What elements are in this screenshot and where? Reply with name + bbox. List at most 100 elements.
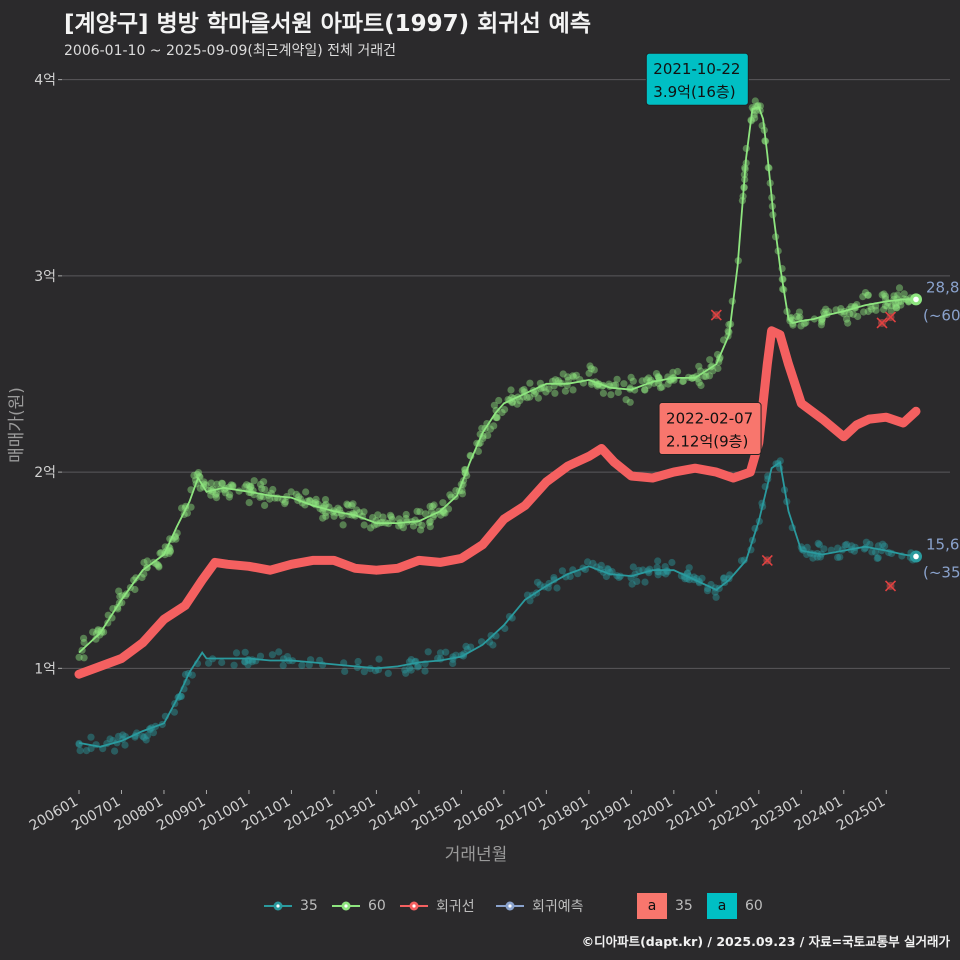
- series-35-line: [78, 460, 917, 748]
- y-axis-label: 매매가(원): [7, 387, 27, 463]
- scatter-point: [409, 522, 418, 530]
- scatter-point: [679, 377, 687, 386]
- scatter-point: [121, 741, 129, 749]
- scatter-point: [339, 521, 347, 529]
- scatter-point: [190, 471, 198, 479]
- scatter-point: [218, 480, 226, 488]
- scatter-point: [645, 374, 653, 382]
- scatter-point: [212, 491, 220, 499]
- scatter-point: [183, 509, 191, 517]
- scatter-point: [551, 376, 560, 384]
- scatter-point: [155, 562, 163, 570]
- scatter-point: [800, 320, 808, 328]
- scatter-point: [268, 651, 276, 659]
- annotation-box: [645, 52, 749, 106]
- scatter-point: [705, 372, 714, 380]
- y-tick-label: 3억: [34, 269, 56, 285]
- scatter-point: [614, 388, 622, 396]
- scatter-point: [490, 422, 498, 430]
- end-unit-label: (~35㎡): [923, 563, 960, 581]
- scatter-point: [654, 571, 662, 579]
- scatter-point: [243, 481, 251, 489]
- scatter-point: [138, 573, 146, 582]
- scatter-point: [654, 557, 662, 565]
- scatter-point: [437, 511, 445, 519]
- scatter-point: [421, 510, 430, 518]
- scatter-point: [417, 526, 425, 534]
- legend-key-regression-icon: [400, 901, 428, 911]
- scatter-point: [848, 542, 856, 550]
- scatter-point: [261, 501, 269, 509]
- scatter-point: [399, 524, 407, 532]
- scatter-point: [139, 732, 147, 740]
- scatter-point: [241, 658, 249, 666]
- scatter-point: [520, 385, 528, 394]
- scatter-point: [279, 661, 287, 670]
- scatter-point: [559, 370, 567, 378]
- scatter-point: [165, 549, 173, 558]
- scatter-point: [462, 642, 470, 651]
- scatter-point: [155, 563, 163, 571]
- scatter-point: [714, 364, 722, 373]
- scatter-point: [803, 543, 811, 552]
- scatter-point: [311, 499, 319, 507]
- scatter-point: [526, 393, 534, 401]
- scatter-point: [881, 542, 889, 550]
- scatter-point: [172, 535, 180, 543]
- scatter-point: [633, 577, 641, 586]
- scatter-point: [130, 576, 138, 584]
- scatter-point: [440, 509, 448, 517]
- scatter-point: [564, 373, 572, 381]
- scatter-point: [386, 511, 394, 519]
- scatter-point: [442, 648, 450, 656]
- scatter-point: [260, 478, 268, 486]
- scatter-point: [256, 480, 265, 488]
- scatter-point: [817, 316, 826, 324]
- scatter-point: [656, 384, 665, 392]
- scatter-point: [809, 554, 817, 562]
- scatter-point: [843, 540, 851, 549]
- scatter-point: [87, 733, 95, 741]
- scatter-point: [287, 488, 295, 496]
- scatter-point: [196, 484, 204, 492]
- scatter-point: [880, 290, 888, 298]
- scatter-point: [269, 485, 277, 494]
- scatter-point: [194, 469, 203, 477]
- scatter-point: [213, 480, 221, 488]
- scatter-point: [492, 406, 500, 415]
- scatter-point: [298, 661, 306, 670]
- scatter-point: [700, 372, 708, 380]
- scatter-point: [751, 97, 759, 105]
- scatter-point: [441, 509, 449, 517]
- scatter-point: [550, 574, 558, 582]
- scatter-point: [501, 406, 509, 414]
- scatter-point: [76, 747, 84, 755]
- scatter-point: [474, 447, 482, 455]
- scatter-point: [245, 499, 253, 507]
- scatter-point: [281, 498, 289, 506]
- scatter-point: [414, 662, 423, 670]
- scatter-point: [590, 366, 598, 374]
- scatter-point: [229, 481, 237, 489]
- outlier-x-mark: [884, 311, 897, 323]
- scatter-point: [207, 479, 215, 487]
- scatter-point: [458, 490, 467, 498]
- scatter-point: [306, 496, 314, 504]
- scatter-point: [227, 481, 235, 489]
- scatter-point: [444, 505, 453, 513]
- scatter-point: [106, 735, 114, 743]
- scatter-point: [888, 302, 896, 310]
- scatter-point: [75, 653, 83, 661]
- scatter-point: [353, 506, 361, 514]
- scatter-point: [795, 308, 804, 316]
- scatter-point: [375, 655, 383, 663]
- scatter-point: [266, 495, 274, 503]
- scatter-point: [629, 563, 637, 571]
- end-value-label: 28,819: [926, 278, 960, 296]
- scatter-point: [793, 312, 801, 321]
- scatter-point: [395, 522, 403, 530]
- scatter-point: [620, 380, 628, 388]
- x-axis-label: 거래년월: [445, 845, 508, 865]
- legend: 35 60 회귀선 회귀예측 a 35 a 60: [0, 893, 960, 919]
